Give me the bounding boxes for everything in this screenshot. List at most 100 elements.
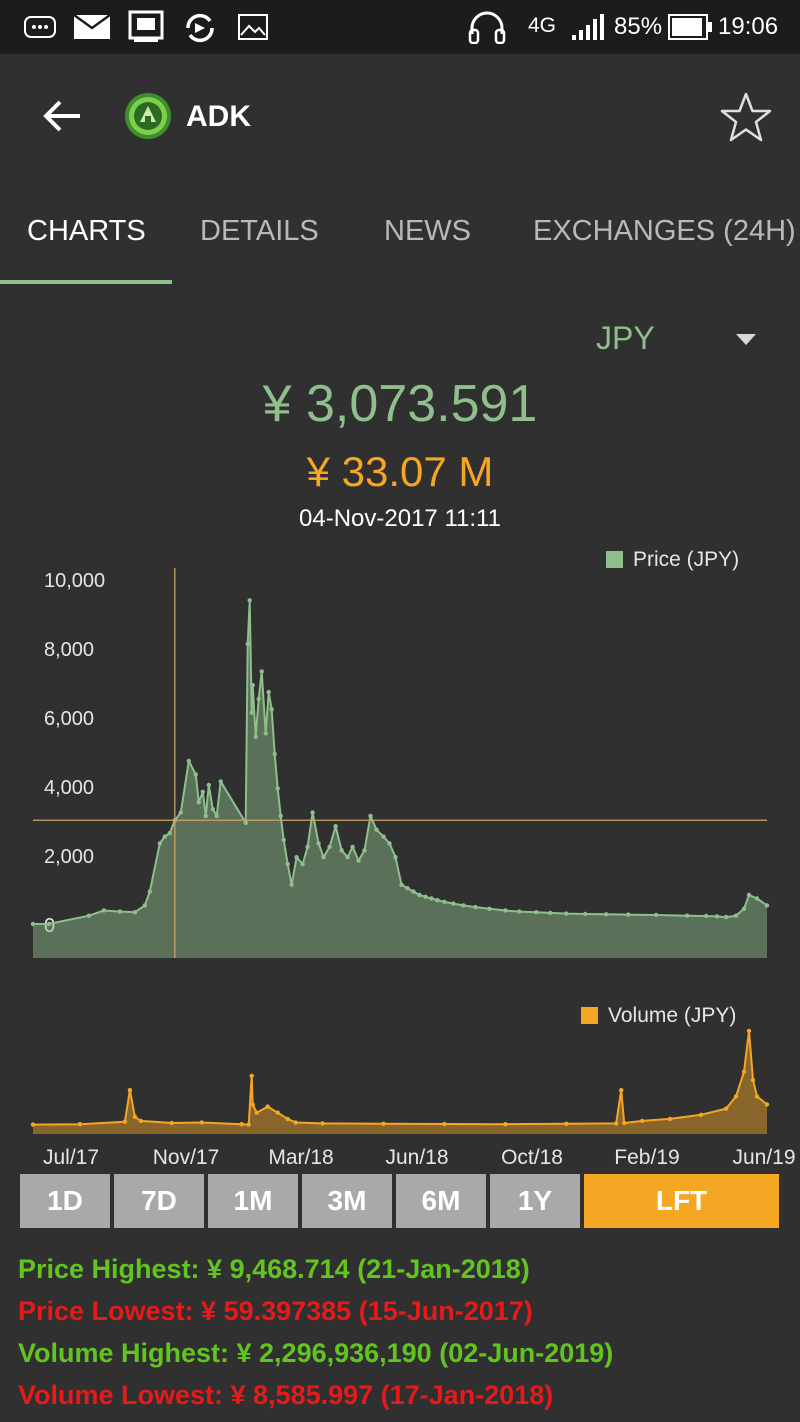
price-point — [281, 837, 286, 843]
range-1d-button[interactable]: 1D — [20, 1174, 110, 1228]
price-point — [626, 912, 631, 917]
price-point — [411, 889, 416, 894]
y-tick: 4,000 — [44, 777, 95, 799]
volume-point — [132, 1114, 138, 1119]
currency-select[interactable]: JPY — [596, 320, 655, 356]
volume-point — [239, 1122, 244, 1127]
price-point — [461, 903, 466, 908]
price-point — [294, 855, 299, 860]
mail-icon — [74, 15, 110, 39]
price-point — [451, 901, 456, 906]
price-area — [33, 600, 767, 926]
volume-point — [285, 1116, 290, 1122]
price-point — [548, 910, 553, 916]
volume-point — [249, 1073, 254, 1079]
price-point — [243, 820, 248, 825]
price-point — [178, 810, 183, 815]
volume-point — [733, 1094, 739, 1099]
tab-exchanges[interactable]: EXCHANGES (24H) — [533, 215, 796, 247]
tab-news[interactable]: NEWS — [384, 215, 471, 247]
tab-charts[interactable]: CHARTS — [27, 215, 146, 247]
price-point — [368, 813, 373, 819]
price-point — [193, 772, 198, 777]
price-point — [684, 913, 690, 918]
star-outline-icon[interactable] — [718, 90, 774, 146]
price-point — [746, 892, 752, 898]
price-point — [245, 641, 250, 647]
price-point — [269, 707, 274, 712]
volume-legend: Volume (JPY) — [581, 1004, 736, 1028]
price-point — [429, 896, 434, 901]
arrow-left-icon[interactable] — [40, 94, 84, 138]
price-point — [167, 830, 172, 836]
range-6m-button[interactable]: 6M — [396, 1174, 486, 1228]
volume-point — [640, 1118, 645, 1124]
tv-icon — [128, 10, 164, 42]
volume-area — [33, 1031, 767, 1125]
price-point — [101, 908, 107, 913]
price-point — [321, 855, 326, 860]
price-point — [487, 906, 492, 911]
price-legend-swatch — [606, 551, 623, 568]
price-point — [764, 903, 770, 908]
battery-icon — [668, 14, 712, 40]
price-point — [327, 844, 332, 850]
price-point — [345, 855, 350, 860]
range-1m-button[interactable]: 1M — [208, 1174, 298, 1228]
price-point — [289, 882, 294, 887]
y-tick: 2,000 — [44, 846, 95, 868]
price-point — [723, 914, 729, 920]
volume-point — [667, 1116, 673, 1122]
headphones-icon — [468, 11, 506, 44]
price-point — [374, 827, 379, 832]
price-point — [157, 841, 162, 846]
price-legend-label: Price (JPY) — [633, 548, 740, 571]
price-point — [117, 909, 123, 914]
clock: 19:06 — [718, 13, 779, 40]
volume-lowest: Volume Lowest: ¥ 8,585.997 (17-Jan-2018) — [18, 1380, 554, 1410]
price-point — [405, 886, 410, 891]
x-tick: Jul/17 — [42, 1146, 100, 1169]
price-point — [200, 789, 205, 794]
price-point — [333, 824, 338, 829]
price-point — [741, 906, 747, 911]
sync-icon — [186, 13, 214, 43]
price-point — [310, 810, 315, 815]
price-point — [256, 696, 261, 702]
price-point — [300, 861, 305, 867]
volume-point — [381, 1121, 386, 1126]
range-3m-button[interactable]: 3M — [302, 1174, 392, 1228]
selected-price: ¥ 3,073.591 — [262, 375, 538, 433]
volume-point — [169, 1120, 174, 1126]
tab-bar: CHARTS DETAILS NEWS EXCHANGES (24H) — [0, 179, 800, 285]
volume-point — [723, 1106, 729, 1111]
image-icon — [238, 14, 268, 40]
volume-point — [199, 1120, 204, 1125]
volume-legend-label: Volume (JPY) — [608, 1004, 737, 1027]
price-point — [263, 731, 268, 736]
price-point — [266, 689, 271, 695]
y-tick: 8,000 — [44, 639, 95, 661]
price-point — [210, 806, 215, 812]
price-point — [46, 921, 52, 927]
volume-point — [138, 1118, 144, 1124]
y-tick: 6,000 — [44, 708, 95, 730]
price-point — [30, 921, 36, 927]
volume-area-base — [33, 1125, 767, 1134]
price-point — [186, 758, 191, 764]
price-point — [142, 903, 147, 908]
range-lft-button[interactable]: LFT — [584, 1174, 779, 1228]
volume-point — [741, 1069, 747, 1074]
chevron-down-icon[interactable] — [736, 334, 756, 345]
price-point — [654, 912, 659, 918]
price-point — [305, 844, 310, 850]
network-type: 4G — [528, 14, 557, 37]
volume-chart[interactable] — [0, 1025, 800, 1135]
tab-details[interactable]: DETAILS — [200, 215, 319, 247]
price-chart[interactable] — [0, 560, 800, 960]
volume-point — [246, 1122, 251, 1127]
price-point — [503, 908, 508, 913]
price-point — [583, 911, 588, 917]
range-1y-button[interactable]: 1Y — [490, 1174, 580, 1228]
range-7d-button[interactable]: 7D — [114, 1174, 204, 1228]
